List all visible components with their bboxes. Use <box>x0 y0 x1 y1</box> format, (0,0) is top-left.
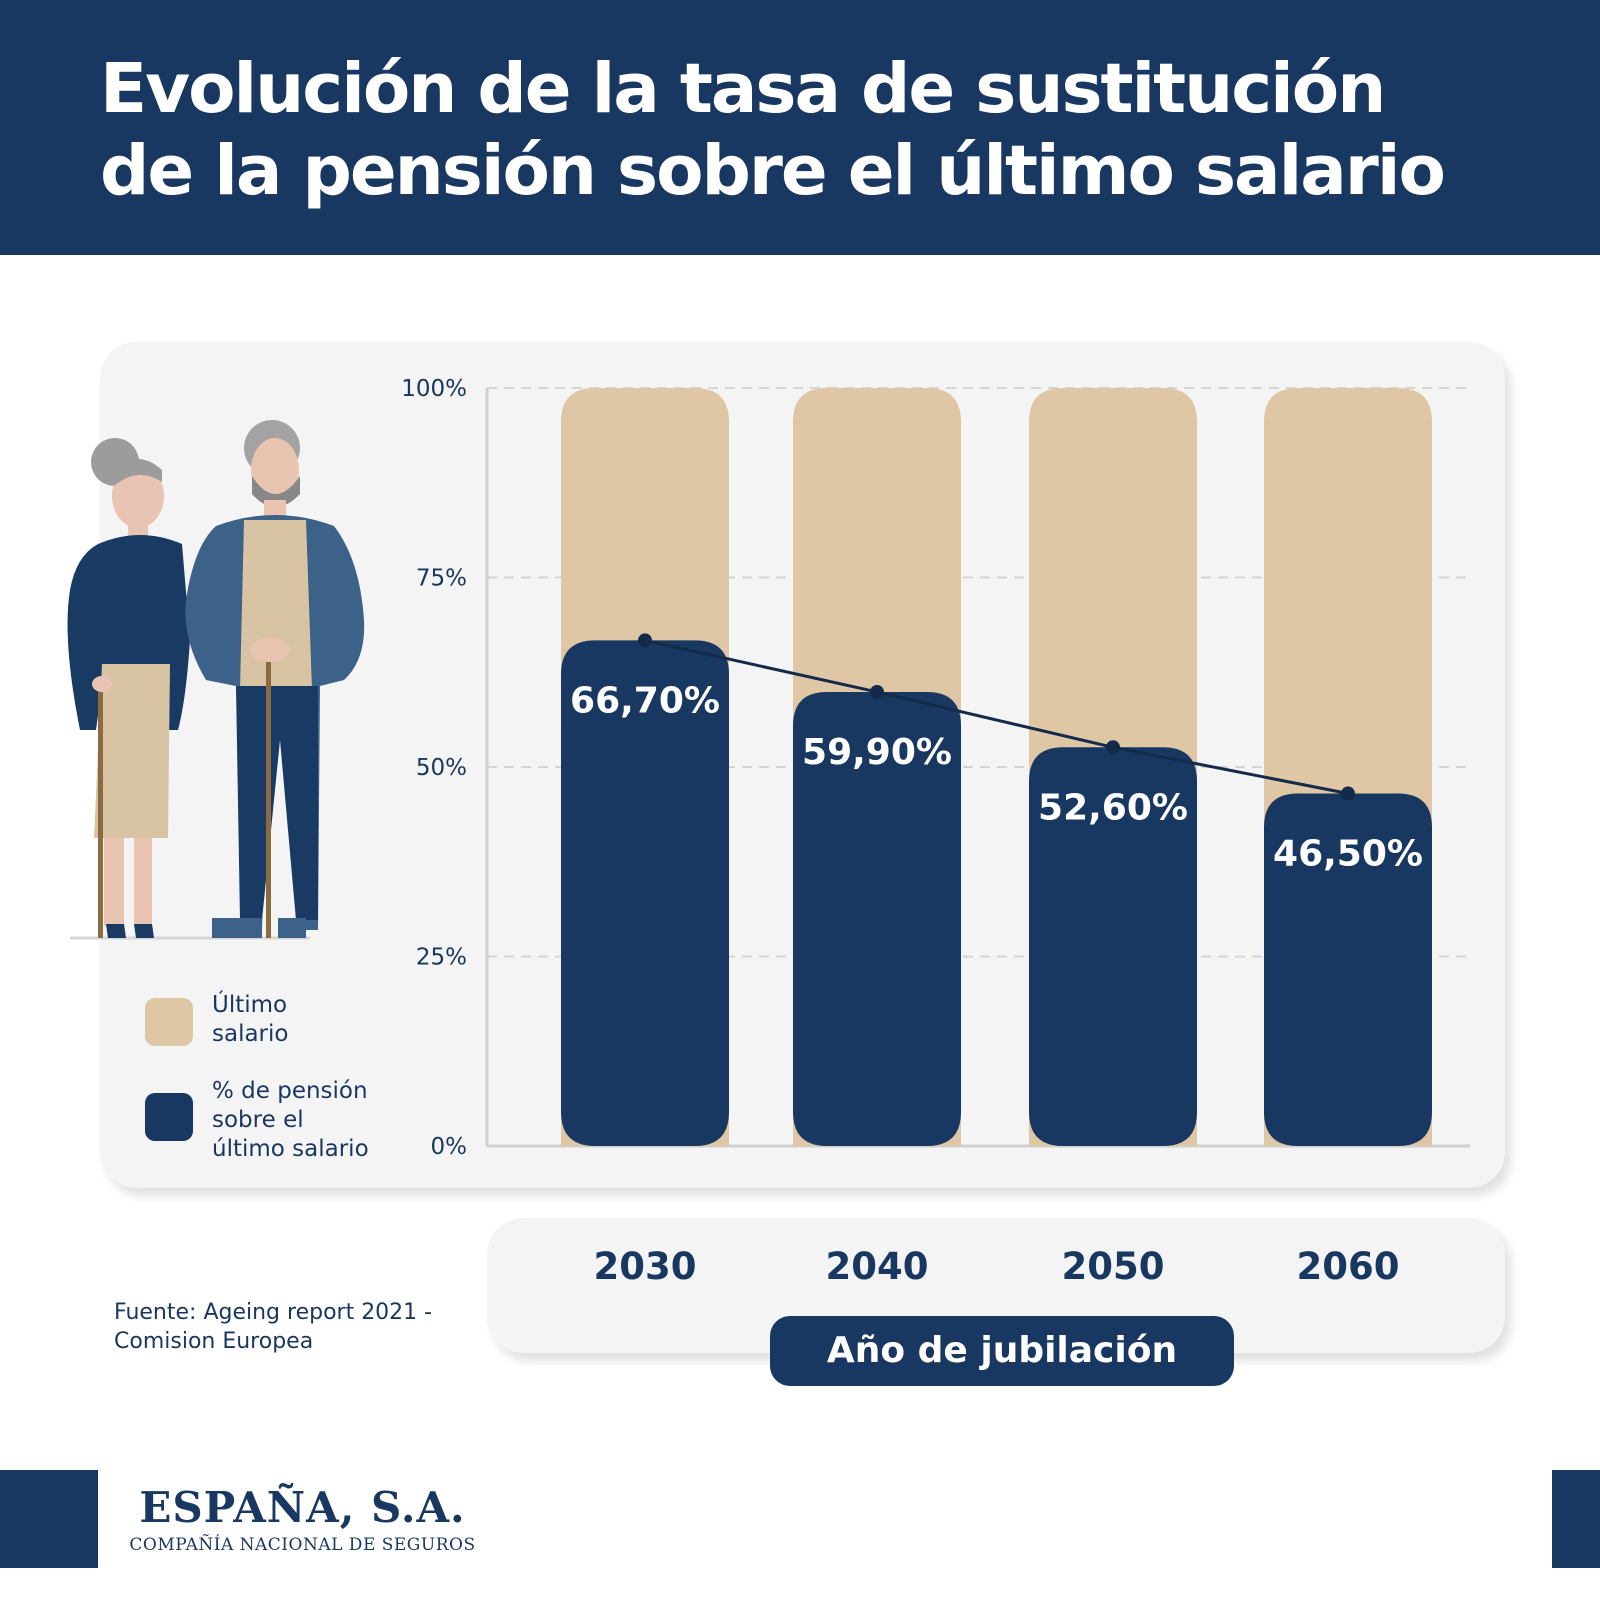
pension-bar <box>561 640 729 1146</box>
pension-value-label: 59,90% <box>802 732 952 773</box>
trend-line <box>644 638 1349 796</box>
pension-bar <box>1029 747 1197 1146</box>
y-tick-label: 100% <box>401 376 467 402</box>
y-tick-label: 50% <box>416 755 467 781</box>
source-line-1: Fuente: Ageing report 2021 - <box>114 1300 433 1325</box>
trend-point <box>638 633 652 648</box>
x-tick-label: 2030 <box>594 1245 697 1288</box>
trend-point <box>1106 740 1120 755</box>
header-banner: Evolución de la tasa de sustitución de l… <box>0 0 1600 255</box>
brand-subtitle: COMPAÑÍA NACIONAL DE SEGUROS <box>129 1535 476 1555</box>
elderly-woman-figure <box>67 438 190 938</box>
legend-label-salary: Último salario <box>212 991 288 1049</box>
brand-name: ESPAÑA, S.A. <box>139 1483 466 1532</box>
legend-swatch-salary <box>145 998 193 1046</box>
x-tick-label: 2060 <box>1297 1245 1400 1288</box>
legend-label-pension: % de pensión sobre el último salario <box>212 1077 369 1164</box>
pension-value-label: 52,60% <box>1038 787 1188 828</box>
footer-block-left <box>0 1470 98 1568</box>
legend-swatch-pension <box>145 1093 193 1141</box>
pension-value-label: 46,50% <box>1273 834 1423 875</box>
legend-pension-line-1: % de pensión <box>212 1078 368 1104</box>
x-tick-label: 2050 <box>1062 1245 1165 1288</box>
x-axis-title: Año de jubilación <box>770 1316 1234 1386</box>
title-line-1: Evolución de la tasa de sustitución <box>100 49 1386 129</box>
trend-point <box>1341 786 1355 801</box>
trend-point <box>870 684 884 699</box>
pension-bar <box>793 691 961 1146</box>
legend-salary-line-1: Último <box>212 992 288 1018</box>
page-title: Evolución de la tasa de sustitución de l… <box>100 48 1540 212</box>
x-tick-label: 2040 <box>826 1245 929 1288</box>
legend-pension-line-3: último salario <box>212 1136 369 1162</box>
legend-salary-line-2: salario <box>212 1021 289 1047</box>
y-tick-label: 75% <box>416 566 467 592</box>
elderly-man-figure <box>185 420 365 938</box>
source-line-2: Comision Europea <box>114 1329 314 1354</box>
legend-pension-line-2: sobre el <box>212 1107 304 1133</box>
pension-value-label: 66,70% <box>570 680 720 721</box>
elderly-couple-illustration <box>67 420 365 940</box>
y-tick-label: 0% <box>431 1134 468 1160</box>
footer-block-right <box>1552 1470 1600 1568</box>
title-line-2: de la pensión sobre el último salario <box>100 131 1446 211</box>
source-note: Fuente: Ageing report 2021 - Comision Eu… <box>114 1298 474 1356</box>
brand-logo: ESPAÑA, S.A. COMPAÑÍA NACIONAL DE SEGURO… <box>120 1483 485 1557</box>
pension-bar <box>1264 793 1432 1146</box>
y-tick-label: 25% <box>416 945 467 971</box>
